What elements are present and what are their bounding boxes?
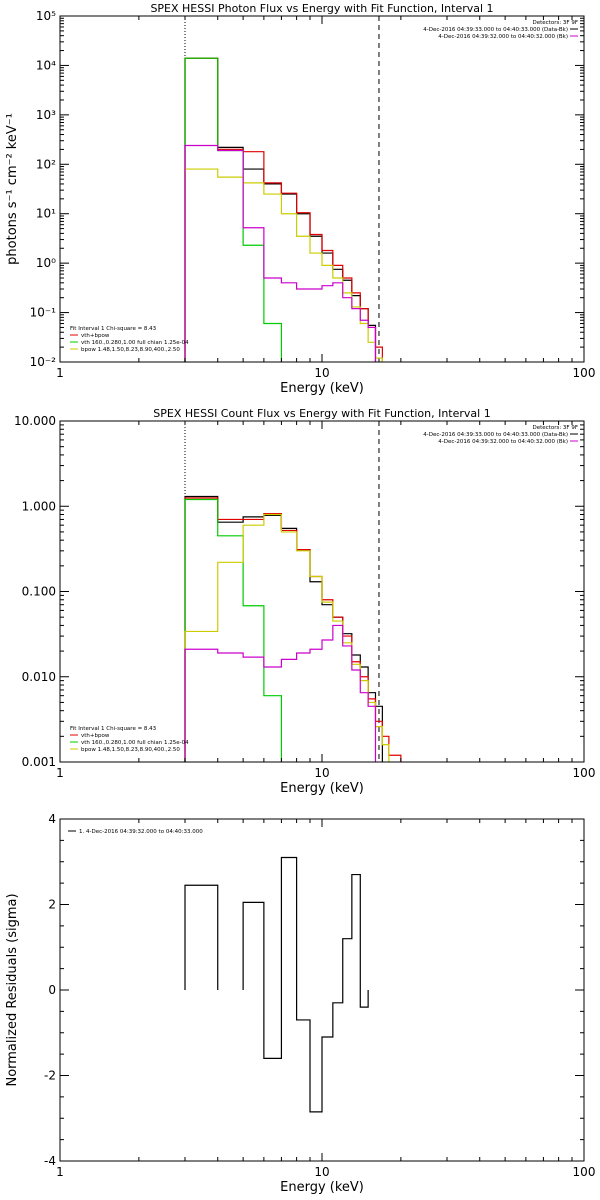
chart-panel-1: 1 10 100 10⁻² 10⁻¹ 10⁰ 10¹ 10² 10³ 10⁴ 10⁵ SPEX HES… — [5, 2, 595, 396]
legend-entry: 4-Dec-2016 04:39:32.000 to 04:40:32.000 … — [438, 34, 568, 40]
series-line-2 — [184, 497, 402, 762]
y-tick-label: 10¹ — [36, 207, 56, 221]
y-tick-label: -2 — [44, 1069, 56, 1083]
y-tick-label: 10⁴ — [36, 58, 56, 72]
x-tick-label: 1 — [56, 766, 64, 780]
legend-entry: vth 160.,0.280,1.00 full chian 1.25e-04 — [81, 740, 189, 746]
legend-top: Detectors: 3F 9F4-Dec-2016 04:39:33.000 … — [423, 425, 578, 445]
y-tick-label: 2 — [48, 898, 56, 912]
legend-entry: 4-Dec-2016 04:39:33.000 to 04:40:33.000 … — [423, 432, 568, 438]
x-tick-label: 100 — [573, 1165, 596, 1179]
chart-panel-3: 1 10 100 -4 -2 0 2 4 Energy (keV) Normalized Resi… — [5, 812, 595, 1195]
series-line-3 — [184, 498, 283, 762]
x-tick-label: 1 — [56, 1165, 64, 1179]
legend-entry: vth+bpow — [81, 733, 110, 739]
legend-bottom: Fit Interval 1 Chi-square = 8.43vth+bpow… — [70, 326, 189, 353]
legend-entry: vth+bpow — [81, 333, 110, 339]
series-line-1 — [184, 856, 369, 1113]
x-tick-label: 10 — [314, 766, 329, 780]
legend-entry: bpow 1.48,1.50,8.23,8.90,400.,2.50 — [81, 747, 180, 753]
x-tick-label: 100 — [573, 766, 596, 780]
series-line-4 — [184, 168, 383, 362]
y-tick-label: 4 — [48, 812, 56, 826]
y-tick-label: 1.000 — [22, 499, 56, 513]
plot-frame — [59, 15, 585, 363]
series-line-3 — [184, 57, 283, 362]
legend-bottom: Fit Interval 1 Chi-square = 8.43vth+bpow… — [70, 726, 189, 753]
legend-top: 1. 4-Dec-2016 04:39:32.000 to 04:40:33.0… — [68, 829, 203, 835]
y-tick-label: 0 — [48, 983, 56, 997]
y-tick-label: 10⁻² — [30, 355, 57, 369]
y-axis-label: photons s⁻¹ cm⁻² keV⁻¹ — [5, 113, 20, 265]
y-tick-label: 10⁵ — [36, 9, 56, 23]
y-tick-label: 0.001 — [22, 755, 56, 769]
series-line-1 — [184, 57, 377, 362]
plot-area — [184, 16, 383, 362]
y-tick-label: 10³ — [36, 108, 56, 122]
legend-entry: vth 160.,0.280,1.00 full chian 1.25e-04 — [81, 340, 189, 346]
x-tick-label: 100 — [573, 366, 596, 380]
legend-header: Detectors: 3F 9F — [532, 20, 578, 26]
legend-top: Detectors: 3F 9F4-Dec-2016 04:39:33.000 … — [423, 20, 578, 40]
legend-entry: 4-Dec-2016 04:39:33.000 to 04:40:33.000 … — [423, 27, 568, 33]
series-line-4 — [184, 513, 390, 762]
y-tick-label: 0.100 — [22, 585, 56, 599]
plot-area — [184, 856, 369, 1113]
plot-area — [184, 421, 402, 762]
chart-title: SPEX HESSI Count Flux vs Energy with Fit… — [153, 407, 490, 420]
y-tick-label: 10.000 — [14, 414, 56, 428]
chart-panel-2: 1 10 100 0.001 0.010 0.100 1.000 10.000 SPEX HES… — [14, 407, 595, 796]
x-axis-label: Energy (keV) — [280, 1180, 364, 1195]
series-line-5 — [184, 144, 377, 362]
legend-entry: 4-Dec-2016 04:39:32.000 to 04:40:32.000 … — [438, 439, 568, 445]
legend-header: Detectors: 3F 9F — [532, 425, 578, 431]
y-tick-label: 0.010 — [22, 670, 56, 684]
legend-entry: bpow 1.48,1.50,8.23,8.90,400.,2.50 — [81, 347, 180, 353]
y-axis-label: Normalized Residuals (sigma) — [5, 893, 20, 1086]
y-tick-label: 10⁰ — [36, 256, 56, 270]
x-tick-label: 1 — [56, 366, 64, 380]
y-tick-label: 10⁻¹ — [30, 306, 57, 320]
y-tick-label: 10² — [36, 157, 56, 171]
x-axis-label: Energy (keV) — [280, 781, 364, 796]
x-tick-label: 10 — [314, 1165, 329, 1179]
chart-title: SPEX HESSI Photon Flux vs Energy with Fi… — [150, 2, 493, 15]
legend-entry: 1. 4-Dec-2016 04:39:32.000 to 04:40:33.0… — [79, 829, 203, 835]
x-tick-label: 10 — [314, 366, 329, 380]
series-line-5 — [184, 624, 377, 762]
x-axis-label: Energy (keV) — [280, 381, 364, 396]
legend-header: Fit Interval 1 Chi-square = 8.43 — [70, 326, 157, 332]
y-tick-label: -4 — [44, 1154, 56, 1168]
legend-header: Fit Interval 1 Chi-square = 8.43 — [70, 726, 157, 732]
